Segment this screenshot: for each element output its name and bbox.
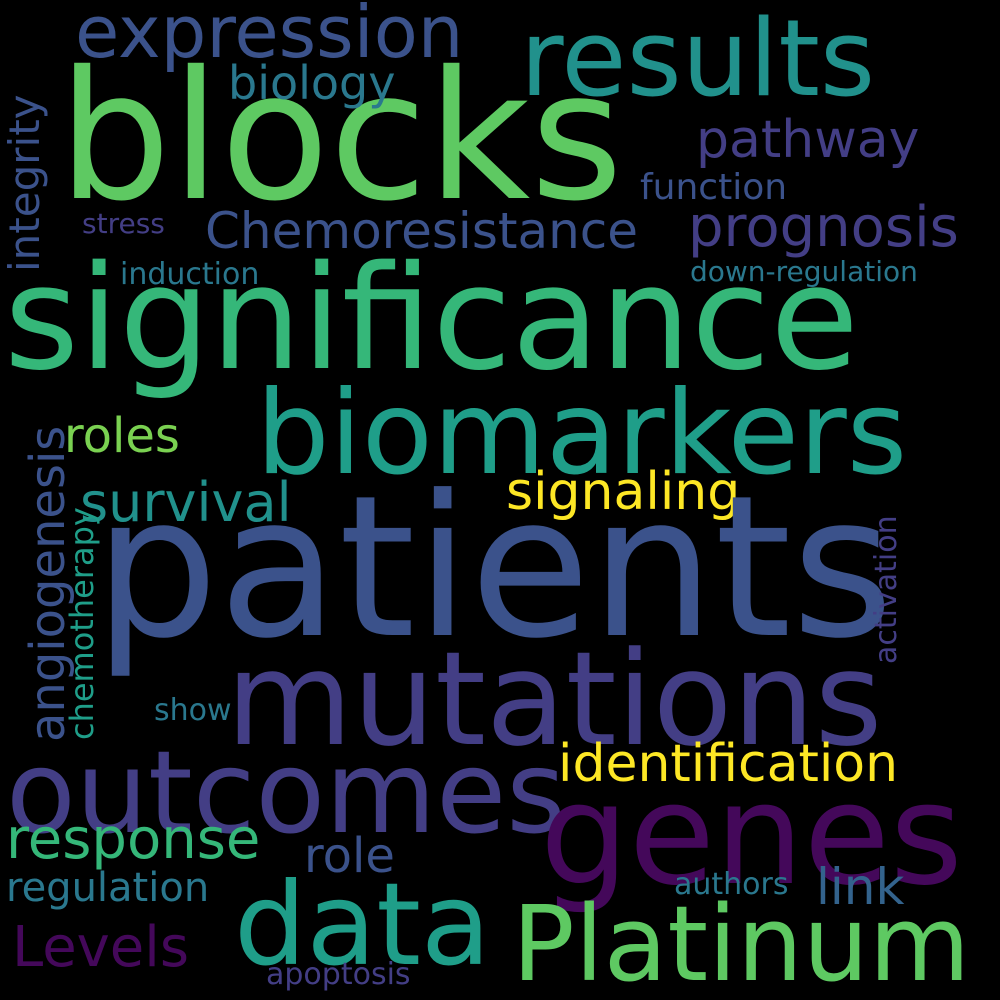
word-patients: patients [94,454,894,682]
word-biology: biology [228,56,396,110]
word-genes: genes [540,754,963,917]
word-data: data [234,858,491,991]
word-outcomes: outcomes [6,726,566,859]
word-survival: survival [80,471,292,534]
word-stress: stress [82,207,165,240]
word-significance: significance [4,234,859,402]
word-chemoresistance: Chemoresistance [205,202,639,260]
word-prognosis: prognosis [688,195,959,260]
word-blocks: blocks [58,33,624,240]
word-show: show [154,693,232,728]
word-signaling: signaling [506,462,741,522]
word-roles: roles [64,408,180,464]
word-function: function [640,167,788,208]
word-results: results [520,0,876,120]
word-role: role [304,828,395,884]
word-mutations: mutations [226,623,883,775]
word-levels: Levels [12,915,189,980]
word-activation: activation [869,515,904,664]
word-biomarkers: biomarkers [256,366,908,501]
word-authors: authors [674,867,789,902]
word-pathway: pathway [696,110,920,170]
word-down-regulation: down-regulation [690,255,918,288]
word-response: response [6,807,261,872]
word-identification: identification [558,734,899,794]
word-expression: expression [75,0,464,74]
word-link: link [816,858,905,916]
word-apoptosis: apoptosis [266,957,411,992]
word-chemotherapy: chemotherapy [63,507,101,740]
word-platinum: Platinum [512,883,971,1000]
word-induction: induction [120,257,260,292]
word-integrity: integrity [0,94,49,272]
word-regulation: regulation [6,865,210,911]
